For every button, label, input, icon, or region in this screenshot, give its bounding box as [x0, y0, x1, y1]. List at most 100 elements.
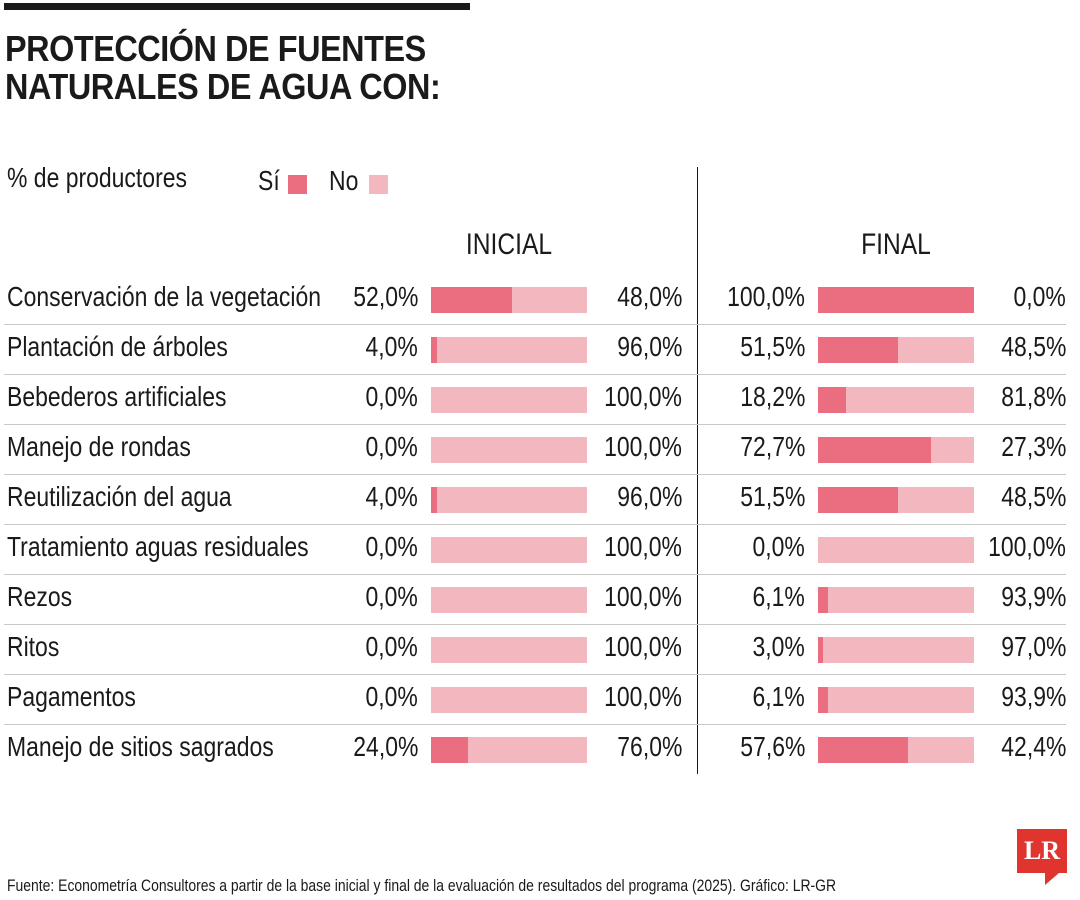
final-bar-si-segment	[818, 387, 847, 413]
legend-no-label: No	[329, 165, 359, 196]
final-bar-no-segment	[827, 587, 974, 613]
row-label: Reutilización del agua	[7, 481, 232, 512]
final-no-value: 0,0%	[1013, 281, 1066, 312]
row-label: Rezos	[7, 581, 73, 612]
final-bar	[818, 387, 974, 413]
final-si-value: 57,6%	[739, 731, 805, 762]
inicial-si-value: 0,0%	[365, 381, 418, 412]
final-bar-no-segment	[931, 437, 974, 463]
final-si-value: 51,5%	[739, 481, 805, 512]
final-bar-no-segment	[827, 687, 974, 713]
final-no-value: 93,9%	[1000, 681, 1066, 712]
inicial-bar	[431, 637, 587, 663]
lr-logo: LR	[1017, 829, 1067, 873]
inicial-bar	[431, 587, 587, 613]
inicial-bar-si-segment	[431, 287, 513, 313]
inicial-bar-no-segment	[431, 637, 587, 663]
inicial-no-value: 100,0%	[604, 531, 682, 562]
inicial-bar-no-segment	[437, 487, 587, 513]
inicial-bar	[431, 737, 587, 763]
inicial-si-value: 0,0%	[365, 531, 418, 562]
final-no-value: 48,5%	[1000, 331, 1066, 362]
final-bar	[818, 587, 974, 613]
inicial-si-value: 4,0%	[365, 331, 418, 362]
row-label: Manejo de rondas	[7, 431, 191, 462]
inicial-no-value: 100,0%	[604, 381, 682, 412]
row-separator	[4, 524, 1066, 525]
row-separator	[4, 474, 1066, 475]
table-row: Tratamiento aguas residuales 0,0% 100,0% 0,…	[0, 525, 1080, 575]
table-row: Manejo de sitios sagrados 24,0% 76,0% 57,6%…	[0, 725, 1080, 775]
inicial-bar-no-segment	[431, 387, 587, 413]
legend-si-swatch	[288, 174, 308, 194]
row-separator	[4, 574, 1066, 575]
row-label: Tratamiento aguas residuales	[7, 531, 309, 562]
legend-no: No	[329, 165, 388, 197]
inicial-si-value: 0,0%	[365, 681, 418, 712]
inicial-bar-no-segment	[437, 337, 587, 363]
inicial-no-value: 100,0%	[604, 681, 682, 712]
final-bar	[818, 537, 974, 563]
lr-logo-tail	[1045, 873, 1059, 885]
row-label: Manejo de sitios sagrados	[7, 731, 274, 762]
inicial-no-value: 100,0%	[604, 631, 682, 662]
inicial-no-value: 76,0%	[616, 731, 682, 762]
inicial-si-value: 0,0%	[365, 581, 418, 612]
final-no-value: 93,9%	[1000, 581, 1066, 612]
inicial-bar	[431, 337, 587, 363]
final-bar-no-segment	[898, 337, 974, 363]
row-label: Conservación de la vegetación	[7, 281, 321, 312]
final-no-value: 42,4%	[1000, 731, 1066, 762]
inicial-bar-no-segment	[431, 687, 587, 713]
final-bar-si-segment	[818, 437, 932, 463]
inicial-bar	[431, 487, 587, 513]
final-bar	[818, 737, 974, 763]
final-bar-si-segment	[818, 687, 828, 713]
unit-label: % de productores	[7, 162, 187, 193]
inicial-bar	[431, 387, 587, 413]
inicial-si-value: 4,0%	[365, 481, 418, 512]
inicial-si-value: 24,0%	[352, 731, 418, 762]
final-si-value: 72,7%	[739, 431, 805, 462]
final-bar-no-segment	[907, 737, 974, 763]
column-header-final: FINAL	[861, 228, 931, 261]
chart-title: PROTECCIÓN DE FUENTES NATURALES DE AGUA …	[5, 30, 635, 106]
inicial-si-value: 52,0%	[352, 281, 418, 312]
final-bar-no-segment	[898, 487, 974, 513]
inicial-no-value: 96,0%	[616, 481, 682, 512]
final-bar-si-segment	[818, 287, 974, 313]
final-bar-si-segment	[818, 337, 899, 363]
column-divider	[697, 167, 698, 774]
legend-si: Sí	[258, 165, 308, 197]
title-line-1: PROTECCIÓN DE FUENTES	[5, 28, 426, 69]
inicial-si-value: 0,0%	[365, 631, 418, 662]
table-row: Pagamentos 0,0% 100,0% 6,1% 93,9%	[0, 675, 1080, 725]
final-bar	[818, 687, 974, 713]
final-bar	[818, 287, 974, 313]
inicial-no-value: 48,0%	[616, 281, 682, 312]
final-bar	[818, 337, 974, 363]
final-bar	[818, 437, 974, 463]
final-bar	[818, 637, 974, 663]
inicial-bar	[431, 687, 587, 713]
row-separator	[4, 424, 1066, 425]
final-si-value: 18,2%	[739, 381, 805, 412]
final-bar-si-segment	[818, 487, 899, 513]
inicial-bar-no-segment	[468, 737, 587, 763]
final-bar-no-segment	[822, 637, 974, 663]
legend-si-label: Sí	[258, 165, 280, 196]
row-separator	[4, 724, 1066, 725]
final-no-value: 81,8%	[1000, 381, 1066, 412]
final-si-value: 100,0%	[727, 281, 805, 312]
inicial-si-value: 0,0%	[365, 431, 418, 462]
inicial-bar-no-segment	[512, 287, 587, 313]
inicial-no-value: 96,0%	[616, 331, 682, 362]
inicial-bar-no-segment	[431, 537, 587, 563]
inicial-bar	[431, 537, 587, 563]
row-separator	[4, 324, 1066, 325]
table-row: Reutilización del agua 4,0% 96,0% 51,5% 48,5…	[0, 475, 1080, 525]
final-bar-si-segment	[818, 587, 828, 613]
inicial-no-value: 100,0%	[604, 431, 682, 462]
row-label: Ritos	[7, 631, 60, 662]
row-separator	[4, 674, 1066, 675]
